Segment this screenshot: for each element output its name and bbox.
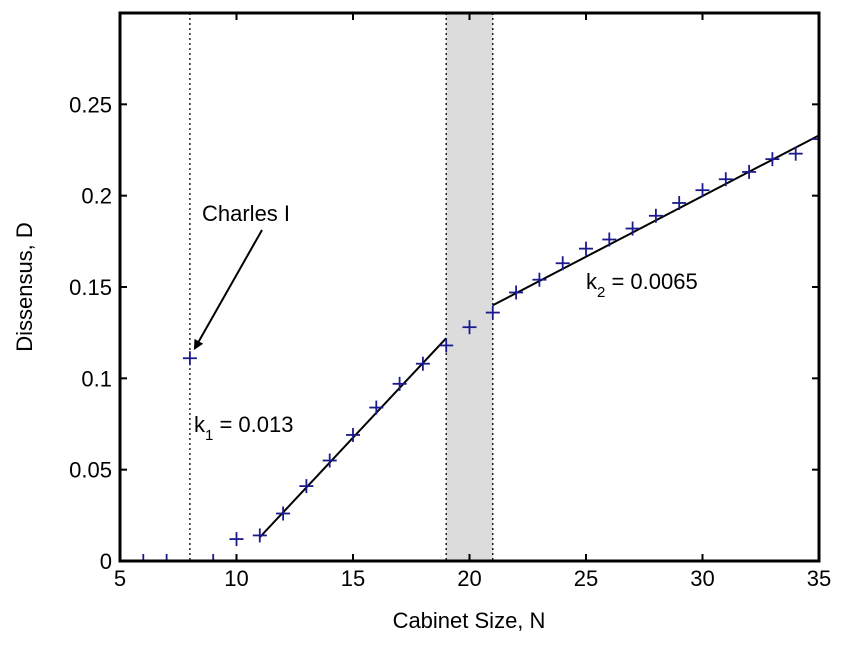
k1-value: = 0.013 [213, 412, 293, 437]
k2-prefix: k [586, 269, 598, 294]
k1-label: k1 = 0.013 [194, 412, 293, 444]
data-markers-layer [120, 132, 819, 561]
data-point [206, 554, 221, 561]
charles-label: Charles I [202, 201, 290, 226]
data-point [346, 427, 360, 442]
data-point [322, 453, 337, 468]
data-point [182, 351, 197, 366]
y-tick-label: 0.2 [81, 184, 112, 209]
data-point [579, 241, 593, 256]
data-point [625, 221, 640, 236]
shaded-region-layer [446, 13, 493, 561]
data-point [392, 376, 407, 391]
data-point [229, 532, 244, 547]
k1-prefix: k [194, 412, 206, 437]
data-point [252, 528, 267, 543]
data-point [159, 554, 174, 561]
x-tick-label: 30 [690, 566, 714, 591]
x-axis-title: Cabinet Size, N [393, 608, 546, 633]
x-tick-label: 15 [341, 566, 365, 591]
data-point [555, 256, 570, 271]
x-tick-label: 35 [807, 566, 831, 591]
x-tick-label: 5 [114, 566, 126, 591]
charles-arrow [193, 229, 263, 350]
data-point [299, 479, 314, 494]
fit-lines-layer [259, 134, 820, 538]
ticks-layer: 5 10 15 20 25 30 35 0 0.05 0.1 0.15 0.2 0.25 [69, 13, 831, 591]
k2-subscript: 2 [597, 284, 605, 301]
x-tick-label: 10 [224, 566, 248, 591]
data-point [509, 285, 524, 300]
y-tick-label: 0.15 [69, 275, 112, 300]
data-point [439, 338, 454, 353]
k2-value: = 0.0065 [605, 269, 697, 294]
k2-label: k2 = 0.0065 [586, 269, 698, 301]
data-point [602, 232, 617, 247]
data-point [718, 172, 733, 187]
y-tick-label: 0 [100, 549, 112, 574]
x-tick-label: 25 [574, 566, 598, 591]
data-point [369, 400, 384, 415]
data-point [765, 152, 780, 167]
data-point [415, 356, 430, 371]
x-tick-label: 20 [457, 566, 481, 591]
data-point [532, 272, 547, 287]
data-point [276, 506, 291, 521]
data-point [672, 195, 687, 210]
data-point [462, 320, 477, 335]
data-point [695, 183, 710, 198]
y-tick-label: 0.25 [69, 92, 112, 117]
data-point [788, 146, 803, 161]
data-point [742, 164, 757, 179]
vertical-lines-layer [189, 13, 494, 561]
y-tick-label: 0.1 [81, 366, 112, 391]
data-point [485, 305, 500, 320]
data-point [812, 132, 819, 147]
y-tick-label: 0.05 [69, 458, 112, 483]
data-point [136, 554, 151, 561]
shaded-region [446, 13, 493, 561]
k1-subscript: 1 [205, 427, 213, 444]
data-point [648, 208, 663, 223]
y-axis-title: Dissensus, D [12, 222, 37, 352]
